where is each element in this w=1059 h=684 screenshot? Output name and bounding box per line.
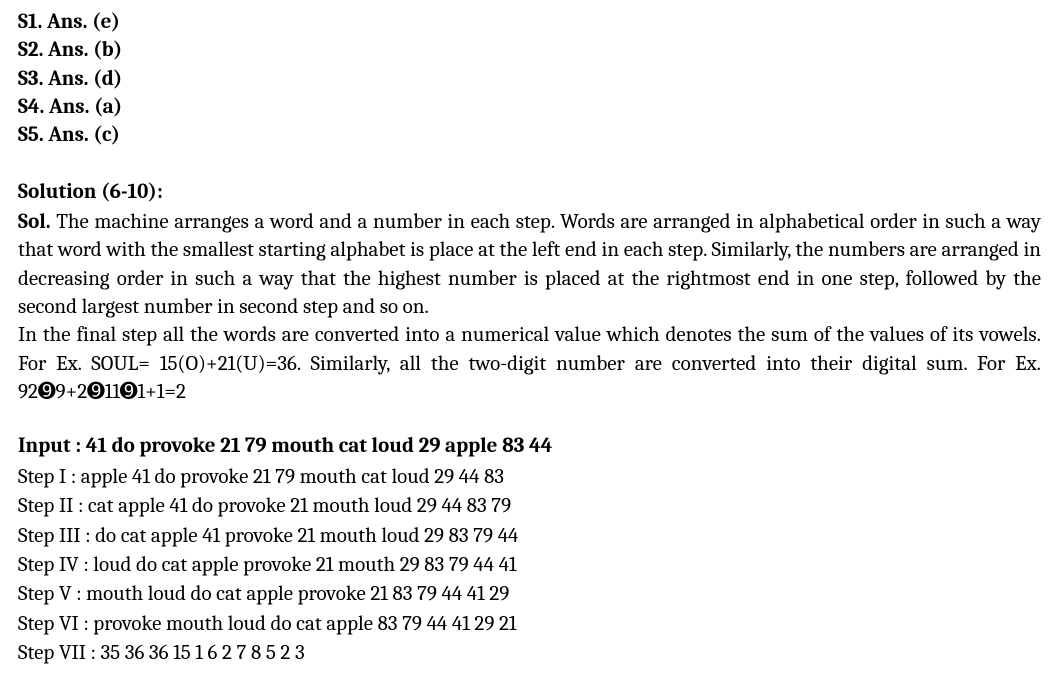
answer-row: S2. Ans. (b) — [18, 36, 1041, 64]
answer-q: S5. — [18, 123, 44, 147]
answer-q: S4. — [18, 95, 44, 119]
step-row: Step VI : provoke mouth loud do cat appl… — [18, 610, 1041, 639]
step-row: Step VII : 35 36 36 15 1 6 2 7 8 5 2 3 — [18, 639, 1041, 668]
answer-text: Ans. (b) — [48, 38, 122, 62]
answer-text: Ans. (d) — [48, 67, 122, 91]
solution-body: Sol. The machine arranges a word and a n… — [18, 208, 1041, 406]
answer-row: S3. Ans. (d) — [18, 65, 1041, 93]
step-row: Step IV : loud do cat apple provoke 21 m… — [18, 551, 1041, 580]
step-row: Step V : mouth loud do cat apple provoke… — [18, 580, 1041, 609]
solution-para1: The machine arranges a word and a number… — [18, 210, 1041, 319]
sol-label: Sol. — [18, 210, 51, 234]
step-row: Step II : cat apple 41 do provoke 21 mou… — [18, 492, 1041, 521]
step-row: Step I : apple 41 do provoke 21 79 mouth… — [18, 463, 1041, 492]
input-line: Input : 41 do provoke 21 79 mouth cat lo… — [18, 432, 1041, 460]
solution-para2: In the final step all the words are conv… — [18, 323, 1041, 404]
answer-q: S1. — [18, 10, 42, 34]
answer-row: S1. Ans. (e) — [18, 8, 1041, 36]
answer-text: Ans. (c) — [48, 123, 120, 147]
answer-q: S2. — [18, 38, 43, 62]
answer-row: S4. Ans. (a) — [18, 93, 1041, 121]
solution-header: Solution (6-10): — [18, 178, 1041, 206]
answer-q: S3. — [18, 67, 43, 91]
steps-block: Step I : apple 41 do provoke 21 79 mouth… — [18, 463, 1041, 669]
answer-text: Ans. (a) — [49, 95, 122, 119]
answer-row: S5. Ans. (c) — [18, 121, 1041, 149]
answer-text: Ans. (e) — [47, 10, 120, 34]
answers-block: S1. Ans. (e) S2. Ans. (b) S3. Ans. (d) S… — [18, 8, 1041, 150]
step-row: Step III : do cat apple 41 provoke 21 mo… — [18, 522, 1041, 551]
